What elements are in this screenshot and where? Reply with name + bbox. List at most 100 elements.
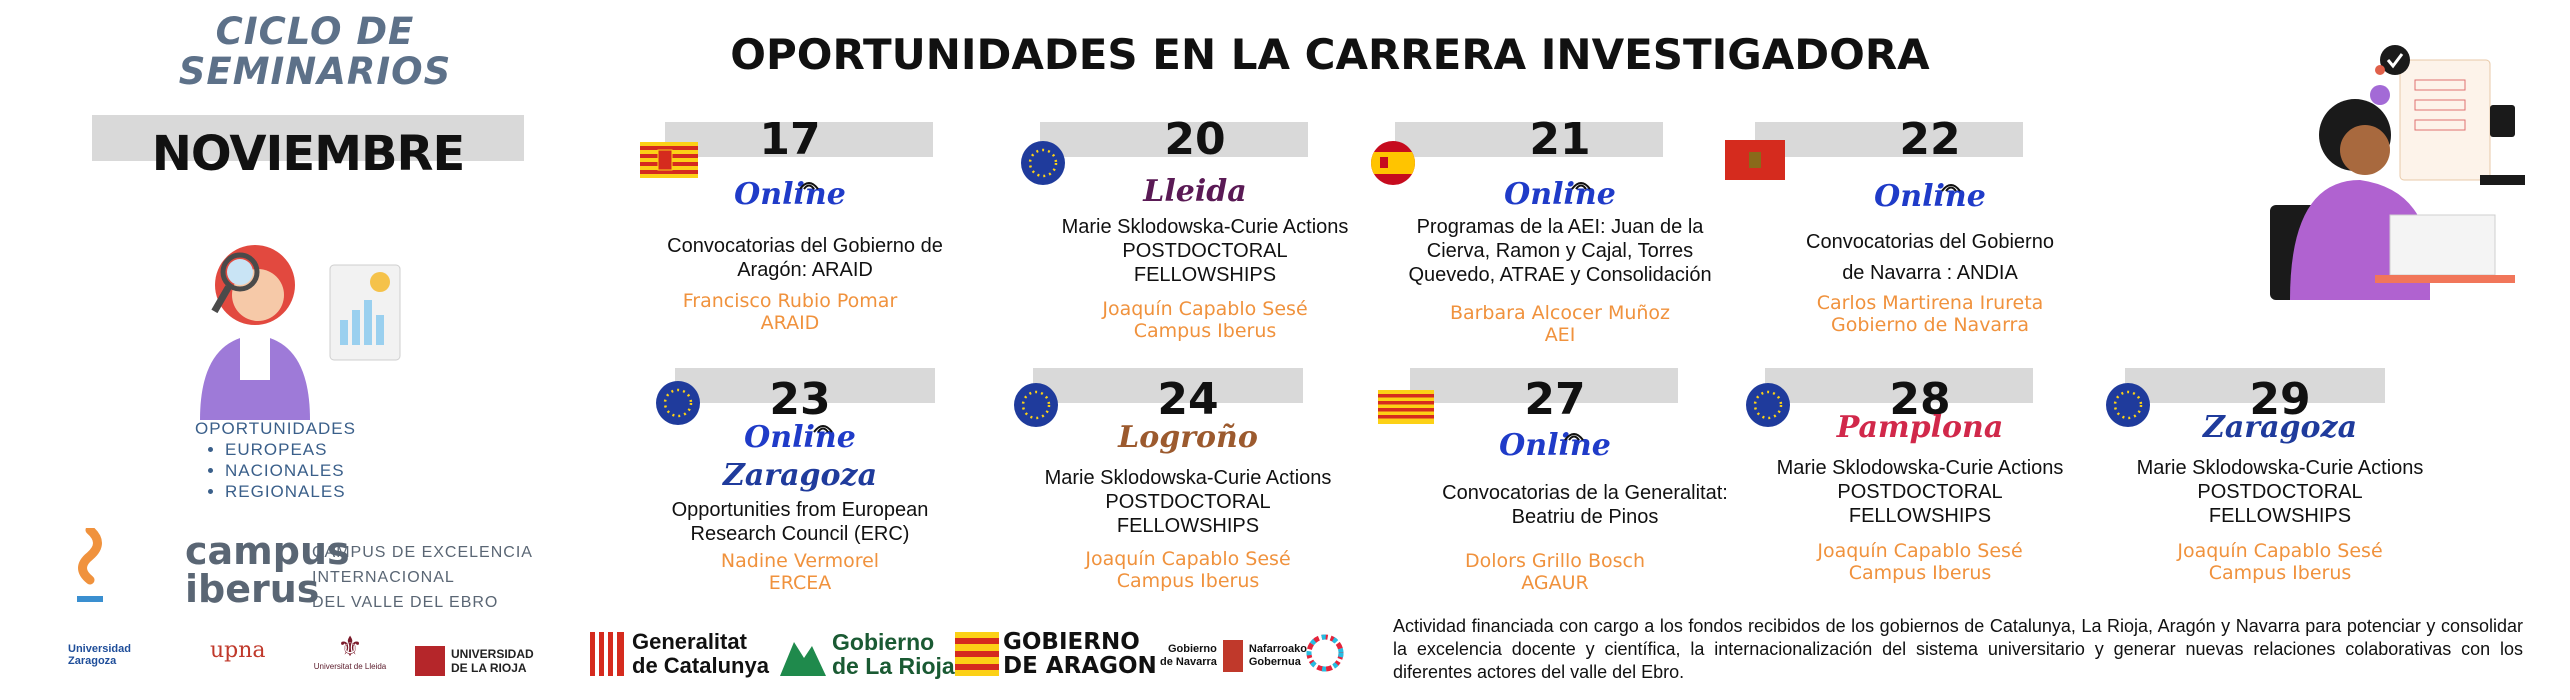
rioja-univ-line2: DE LA RIOJA xyxy=(451,661,527,675)
speaker-name: Carlos Martirena Irureta xyxy=(1816,292,2044,314)
speaker-org: Campus Iberus xyxy=(1133,320,1277,342)
event-day: 29 xyxy=(2249,374,2311,425)
wifi-icon xyxy=(1941,184,1961,192)
event-location: Online xyxy=(1499,428,1611,463)
logo-universitat-lleida: ⚜ Universitat de Lleida xyxy=(310,631,390,672)
topic-line: Aragón: ARAID xyxy=(737,259,873,281)
event-speaker: Joaquín Capablo Sesé Campus Iberus xyxy=(1740,540,2100,584)
event-location: Online xyxy=(1504,177,1616,212)
topic-line: FELLOWSHIPS xyxy=(2208,505,2352,527)
day-band xyxy=(1755,122,2023,157)
event-topic: Opportunities from European Research Cou… xyxy=(620,498,980,546)
speaker-name: Joaquín Capablo Sesé xyxy=(1085,548,1291,570)
eu-flag-icon xyxy=(1746,383,1790,427)
speaker-org: ARAID xyxy=(760,312,820,334)
logo-gobierno-rioja: Gobierno de La Rioja xyxy=(780,630,955,678)
event-speaker: Carlos Martirena Irureta Gobierno de Nav… xyxy=(1750,292,2110,336)
opportunity-item: EUROPEAS xyxy=(225,439,356,460)
month-label: NOVIEMBRE xyxy=(151,126,466,182)
topic-line: Cierva, Ramon y Cajal, Torres xyxy=(1426,240,1694,262)
event-topic: Convocatorias del Gobierno de Aragón: AR… xyxy=(625,234,985,282)
campus-name-line2: iberus xyxy=(185,567,320,611)
day-band xyxy=(665,122,933,157)
speaker-name: Nadine Vermorel xyxy=(720,550,880,572)
navarra-shield-icon xyxy=(1222,640,1243,672)
event-day: 21 xyxy=(1529,114,1591,165)
series-title: CICLO DE SEMINARIOS xyxy=(150,12,480,92)
topic-line: Marie Sklodowska-Curie Actions xyxy=(2136,457,2424,479)
event-card: 24 Logroño Marie Sklodowska-Curie Action… xyxy=(1008,368,1368,603)
navarra-line2: de Navarra xyxy=(1160,656,1217,668)
opportunity-item: NACIONALES xyxy=(225,460,356,481)
funding-note: Actividad financiada con cargo a los fon… xyxy=(1393,616,2523,682)
campus-sub-line1: CAMPUS DE EXCELENCIA xyxy=(312,544,533,561)
event-day: 23 xyxy=(769,374,831,425)
event-card: 28 Pamplona Marie Sklodowska-Curie Actio… xyxy=(1740,368,2100,603)
eu-flag-icon xyxy=(2106,383,2150,427)
event-speaker: Dolors Grillo Bosch AGAUR xyxy=(1375,550,1735,594)
opportunities-heading: OPORTUNIDADES xyxy=(195,419,356,438)
topic-line: POSTDOCTORAL xyxy=(1837,481,2003,503)
campus-sub-line2: INTERNACIONAL xyxy=(312,569,455,586)
wifi-icon xyxy=(1564,433,1584,441)
event-day: 20 xyxy=(1164,114,1226,165)
navarra-eu-line1: Nafarroako xyxy=(1248,643,1307,655)
topic-line: Marie Sklodowska-Curie Actions xyxy=(1044,467,1332,489)
event-location: Logroño xyxy=(1118,420,1258,455)
event-topic: Programas de la AEI: Juan de la Cierva, … xyxy=(1380,215,1740,287)
day-band xyxy=(675,368,935,403)
event-topic: Convocatorias de la Generalitat: Beatriu… xyxy=(1405,481,1765,529)
speaker-org: Campus Iberus xyxy=(2208,562,2352,584)
day-band xyxy=(1765,368,2033,403)
catalunya-line1: Generalitat xyxy=(632,629,747,654)
speaker-org: Campus Iberus xyxy=(1848,562,1992,584)
campus-subtitle: CAMPUS DE EXCELENCIA INTERNACIONAL DEL V… xyxy=(312,540,533,615)
topic-line: FELLOWSHIPS xyxy=(1848,505,1992,527)
navarra-line1: Gobierno xyxy=(1167,643,1217,655)
lleida-crest-icon: ⚜ xyxy=(337,631,363,662)
logo-gobierno-aragon: GOBIERNO DE ARAGON xyxy=(955,630,1157,678)
topic-line: Beatriu de Pinos xyxy=(1511,506,1659,528)
event-location: Online xyxy=(1874,179,1986,214)
event-day: 22 xyxy=(1899,114,1961,165)
event-speaker: Joaquín Capablo Sesé Campus Iberus xyxy=(1008,548,1368,592)
rioja-line2: de La Rioja xyxy=(832,653,955,679)
event-speaker: Francisco Rubio Pomar ARAID xyxy=(610,290,970,334)
event-topic: Marie Sklodowska-Curie Actions POSTDOCTO… xyxy=(1025,215,1385,287)
navarra-eu-line2: Gobernua xyxy=(1248,656,1301,668)
opportunities-list: OPORTUNIDADES EUROPEAS NACIONALES REGION… xyxy=(195,418,356,502)
speaker-org: Gobierno de Navarra xyxy=(1830,314,2030,336)
topic-line: Marie Sklodowska-Curie Actions xyxy=(1061,216,1349,238)
topic-line: Convocatorias del Gobierno xyxy=(1806,231,2054,253)
event-card: 22 Online Convocatorias del Gobierno de … xyxy=(1725,114,2090,357)
univ-zaragoza-label: Universidad Zaragoza xyxy=(68,643,131,667)
speaker-name: Joaquín Capablo Sesé xyxy=(1817,540,2023,562)
day-band xyxy=(1040,122,1308,157)
event-card: 27 Online Convocatorias de la Generalita… xyxy=(1378,368,1740,603)
event-card: 29 Zaragoza Marie Sklodowska-Curie Actio… xyxy=(2100,368,2460,603)
aragon-line2: DE ARAGON xyxy=(1003,653,1157,679)
rioja-univ-line1: UNIVERSIDAD xyxy=(451,647,534,661)
event-card: 23 Online Zaragoza Opportunities from Eu… xyxy=(650,368,1010,603)
speaker-name: Joaquín Capablo Sesé xyxy=(1102,298,1308,320)
event-day: 27 xyxy=(1524,374,1586,425)
day-band xyxy=(1410,368,1678,403)
wifi-icon xyxy=(799,182,819,190)
researcher-illustration xyxy=(200,245,401,420)
event-speaker: Joaquín Capablo Sesé Campus Iberus xyxy=(1025,298,1385,342)
topic-line: POSTDOCTORAL xyxy=(1105,491,1271,513)
event-card: 21 Online Programas de la AEI: Juan de l… xyxy=(1370,114,1730,357)
topic-line: POSTDOCTORAL xyxy=(1122,240,1288,262)
topic-line: Convocatorias del Gobierno de xyxy=(667,235,943,257)
event-topic: Convocatorias del Gobierno de Navarra : … xyxy=(1750,227,2110,289)
event-location-city: Zaragoza xyxy=(722,458,878,493)
rioja-mountains-icon xyxy=(780,642,826,676)
aragon-line1: GOBIERNO xyxy=(1003,629,1140,655)
topic-line: de Navarra : ANDIA xyxy=(1842,262,2018,284)
event-day: 17 xyxy=(759,114,821,165)
person-laptop-illustration xyxy=(2270,45,2525,300)
topic-line: Programas de la AEI: Juan de la xyxy=(1416,216,1704,238)
aragon-stripes-icon xyxy=(955,632,999,676)
catalunya-line2: de Catalunya xyxy=(632,653,769,678)
aragon-flag-icon xyxy=(640,142,698,178)
